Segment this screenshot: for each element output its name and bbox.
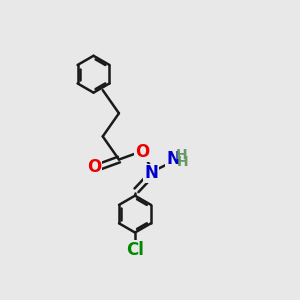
Text: N: N — [144, 164, 158, 182]
Text: O: O — [87, 158, 101, 176]
Text: H: H — [176, 148, 187, 162]
Text: Cl: Cl — [126, 241, 144, 259]
Text: H: H — [177, 155, 188, 169]
Text: N: N — [166, 150, 180, 168]
Text: O: O — [135, 143, 149, 161]
